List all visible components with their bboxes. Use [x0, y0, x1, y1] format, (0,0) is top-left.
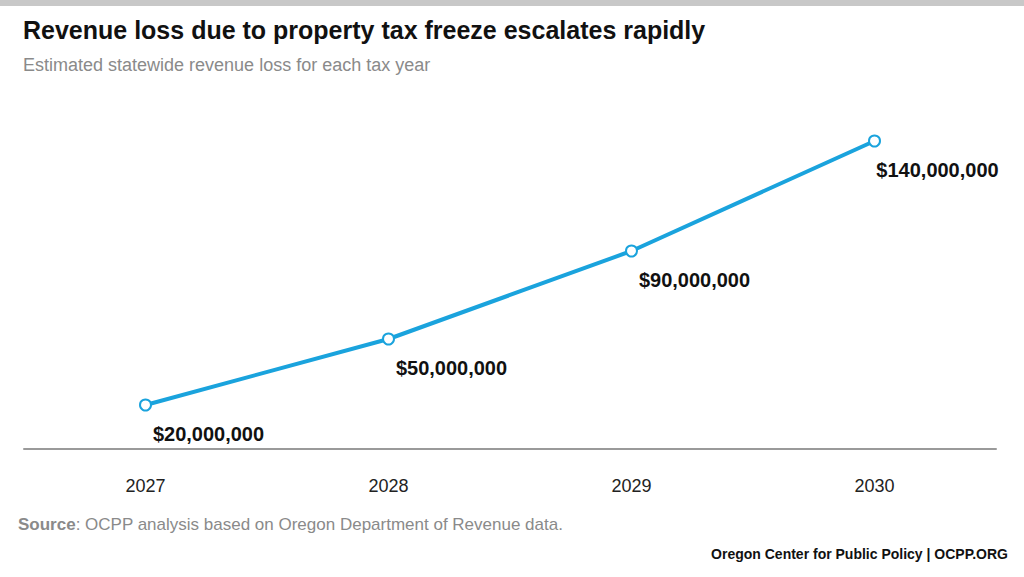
svg-text:Source: Source: [18, 515, 76, 534]
svg-text:$140,000,000: $140,000,000: [876, 159, 998, 181]
svg-text:2030: 2030: [854, 476, 894, 496]
svg-text:2029: 2029: [611, 476, 651, 496]
svg-text:$90,000,000: $90,000,000: [639, 269, 750, 291]
svg-text:2027: 2027: [125, 476, 165, 496]
svg-text:Estimated statewide revenue lo: Estimated statewide revenue loss for eac…: [23, 55, 430, 75]
svg-text:Revenue loss due to property t: Revenue loss due to property tax freeze …: [23, 16, 705, 44]
svg-text:Oregon Center for Public Polic: Oregon Center for Public Policy | OCPP.O…: [711, 546, 1008, 562]
svg-text:2028: 2028: [368, 476, 408, 496]
svg-text:$20,000,000: $20,000,000: [153, 423, 264, 445]
svg-text:: OCPP analysis based on Orego: : OCPP analysis based on Oregon Departme…: [76, 515, 563, 534]
svg-text:$50,000,000: $50,000,000: [396, 357, 507, 379]
